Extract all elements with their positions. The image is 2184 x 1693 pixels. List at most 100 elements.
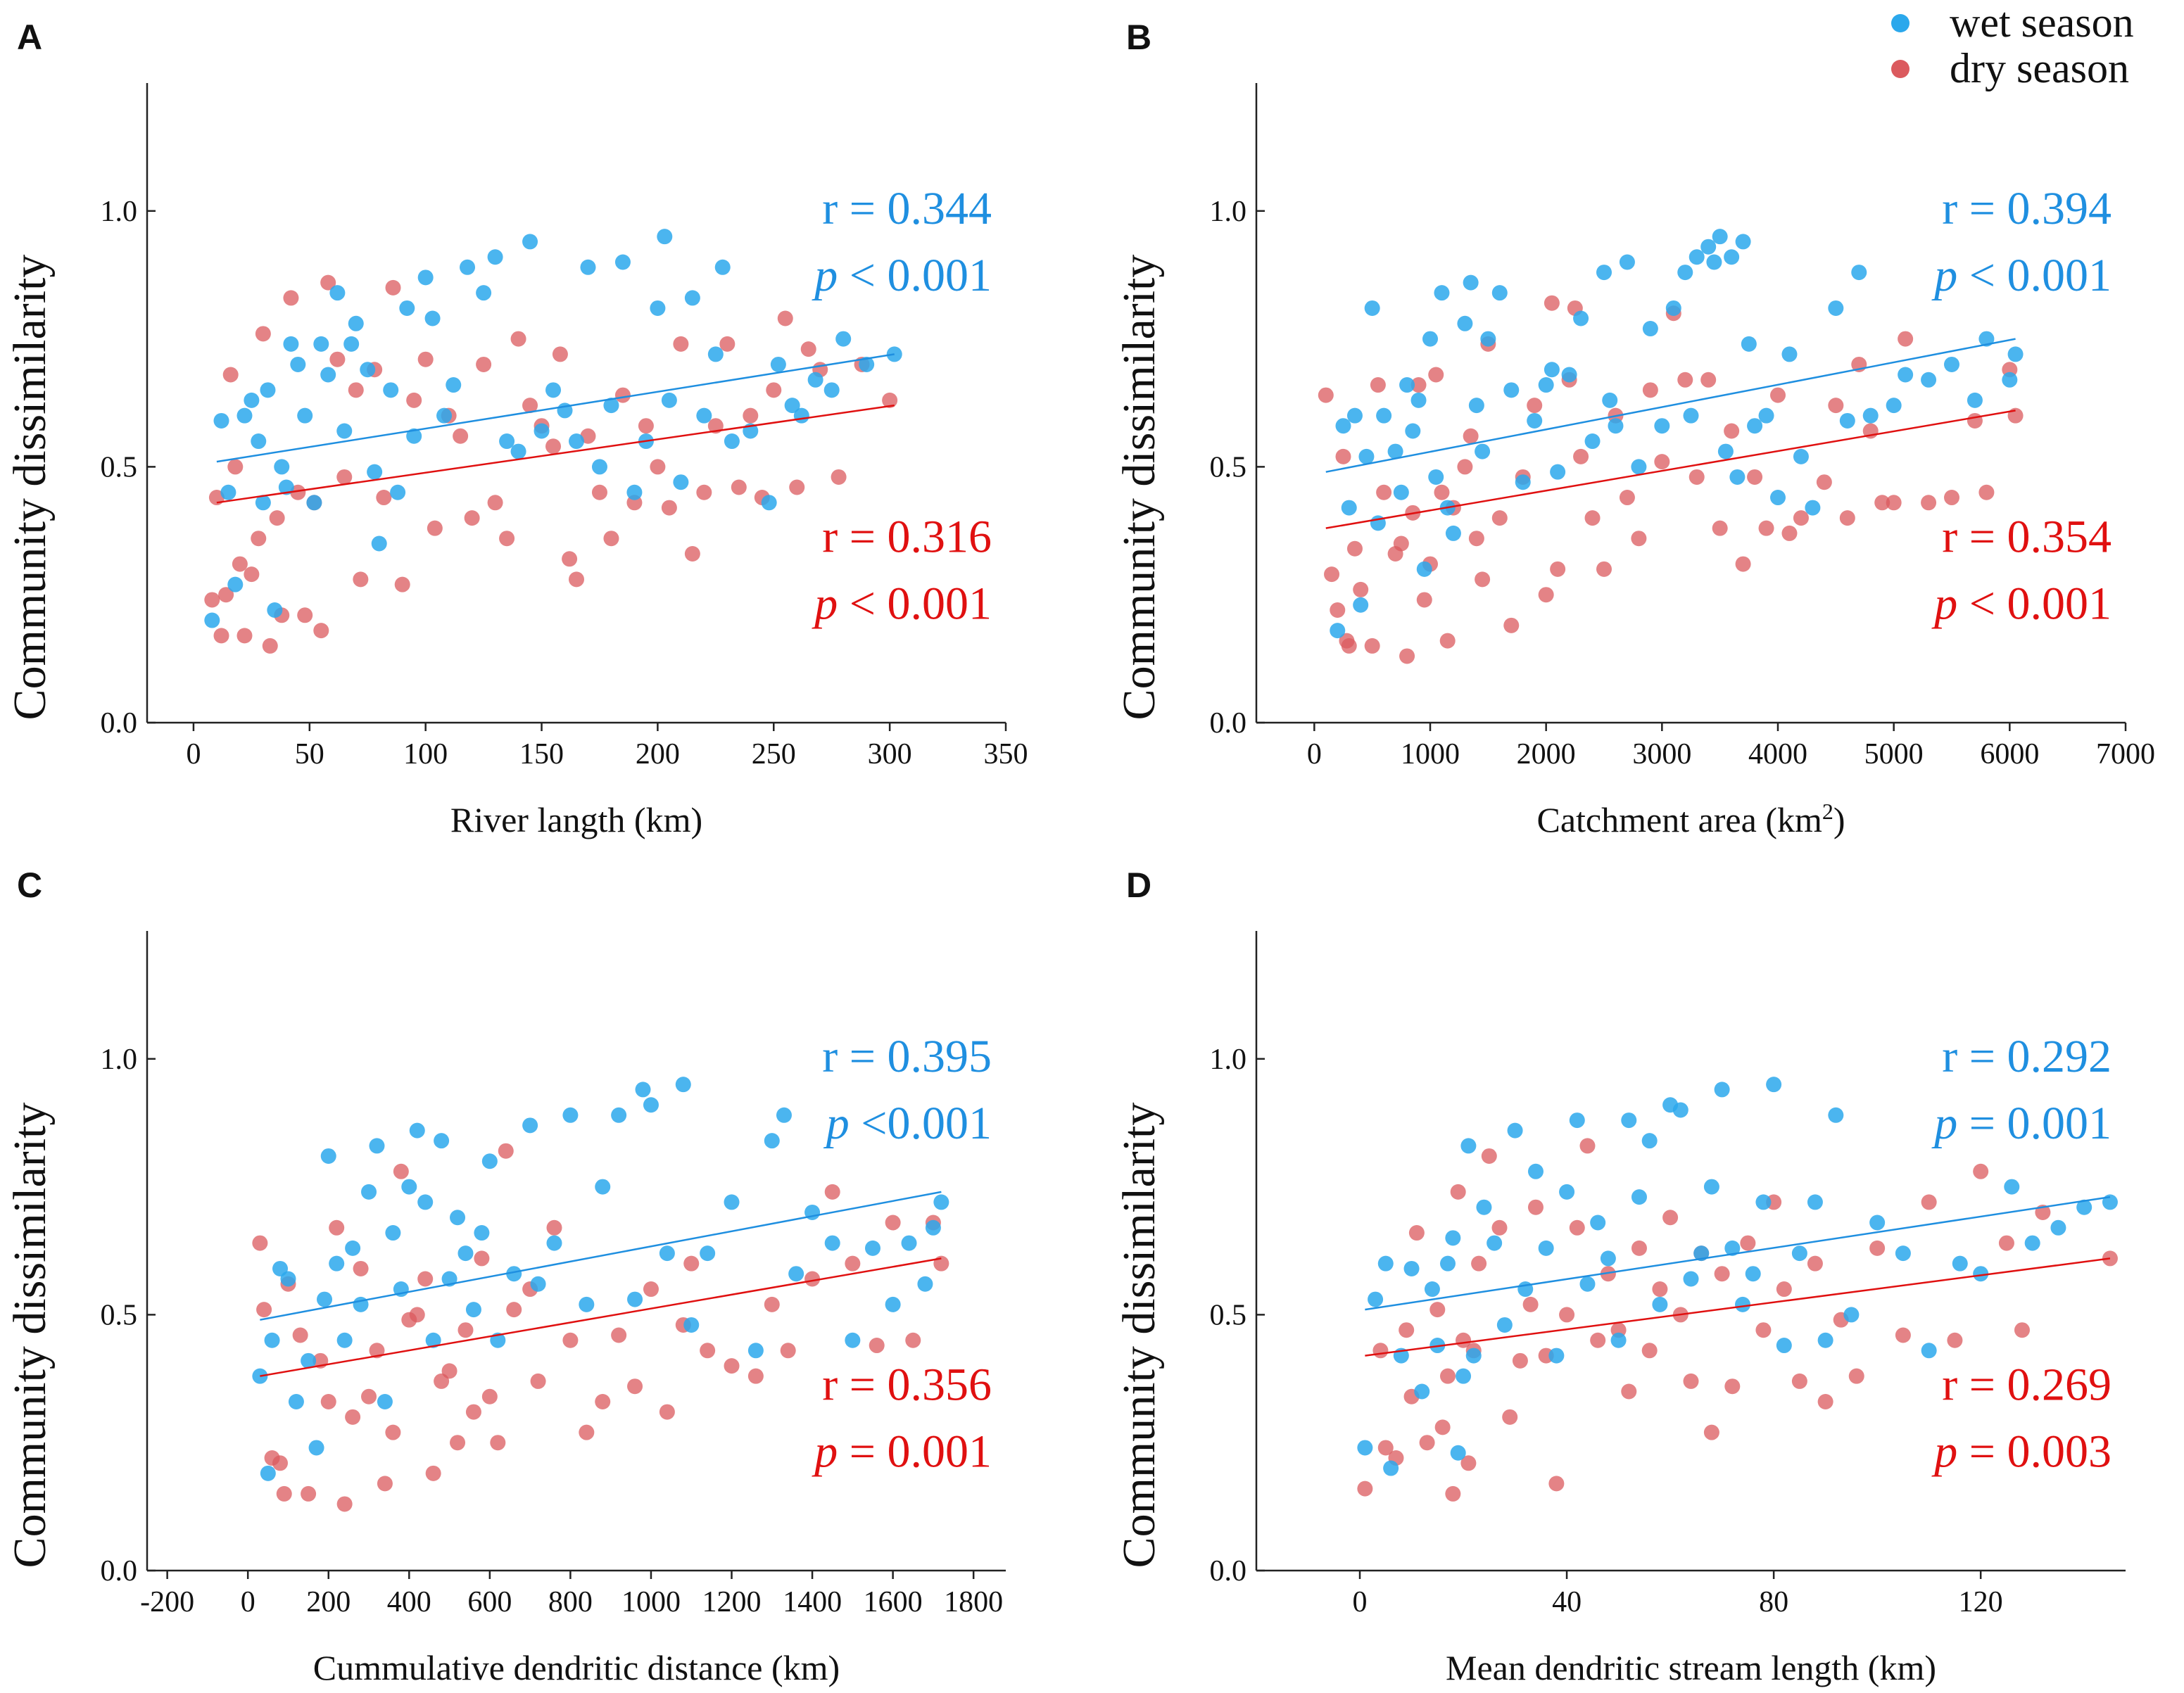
dry-point: [490, 1435, 506, 1451]
wet-point: [297, 407, 313, 424]
wet-point: [784, 398, 800, 414]
dry-point: [1793, 510, 1809, 526]
wet-point: [1973, 1266, 1989, 1282]
wet-point: [650, 300, 666, 316]
dry-point: [409, 1307, 425, 1323]
wet-point: [317, 1291, 333, 1307]
dry-point: [394, 576, 410, 592]
wet-point: [530, 1276, 546, 1292]
wet-point: [2024, 1235, 2040, 1251]
wet-point: [1921, 1343, 1937, 1359]
dry-point: [743, 407, 759, 424]
dry-point: [329, 1219, 345, 1236]
dry-point: [643, 1281, 659, 1298]
x-tick-label: 400: [387, 1586, 431, 1618]
dry-point: [377, 1476, 393, 1492]
dry-point: [1724, 1378, 1741, 1395]
wet-point: [1476, 1199, 1492, 1215]
wet-point: [627, 1291, 643, 1307]
x-tick-label: 600: [467, 1586, 512, 1618]
wet-point: [1652, 1296, 1668, 1312]
wet-point: [1978, 331, 1995, 347]
wet-point: [626, 484, 643, 500]
dry-point: [297, 607, 313, 623]
wet-point: [274, 459, 290, 475]
wet-point: [457, 1245, 474, 1262]
x-tick-label: 100: [403, 738, 448, 771]
dry-point: [546, 1219, 562, 1236]
dry-point: [638, 418, 654, 434]
dry-point: [684, 546, 700, 562]
wet-point: [1895, 1245, 1911, 1262]
wet-point: [424, 310, 441, 326]
dry-point: [1886, 495, 1902, 511]
wet-point: [675, 1077, 691, 1093]
dry-point: [255, 326, 271, 342]
dry-point: [218, 587, 234, 603]
dry-point: [320, 1394, 336, 1410]
dry-point: [336, 469, 353, 485]
wet-point: [1758, 407, 1774, 424]
wet-point: [1596, 265, 1612, 281]
wet-point: [933, 1194, 949, 1210]
wet-point: [1410, 392, 1427, 408]
wet-point: [220, 484, 236, 500]
dry-point: [591, 484, 607, 500]
x-tick-label: 1000: [621, 1586, 681, 1618]
wet-point: [1456, 1368, 1472, 1384]
dry-season-series: [204, 274, 898, 654]
dry-point: [1463, 428, 1479, 444]
wet-point: [290, 356, 306, 372]
wet-point: [696, 407, 712, 424]
wet-point: [417, 270, 434, 286]
wet-point: [1602, 392, 1618, 408]
wet-point: [236, 407, 253, 424]
dry-point: [1559, 1307, 1575, 1323]
wet-point: [2076, 1199, 2093, 1215]
wet-point: [1805, 500, 1821, 516]
wet-point: [859, 356, 875, 372]
y-tick-label: 0.0: [1210, 707, 1247, 740]
dry-p-value: p < 0.001: [812, 578, 992, 629]
dry-point: [361, 1388, 377, 1405]
dry-point: [417, 351, 434, 367]
x-tick-label: 80: [1759, 1586, 1788, 1618]
wet-point: [329, 285, 346, 301]
wet-point: [611, 1107, 627, 1123]
dry-point: [1527, 1199, 1544, 1215]
dry-point: [474, 1250, 490, 1267]
wet-point: [406, 428, 422, 444]
dry-point: [1619, 490, 1635, 506]
wet-point: [1503, 382, 1520, 398]
dry-point: [764, 1296, 780, 1312]
dry-point: [476, 356, 492, 372]
wet-point: [1781, 346, 1798, 362]
wet-point: [1515, 474, 1531, 490]
wet-point: [1468, 398, 1484, 414]
dry-point: [1807, 1255, 1823, 1272]
dry-season-series: [252, 1143, 949, 1512]
wet-point: [476, 285, 492, 301]
wet-point: [1403, 1260, 1420, 1276]
wet-season-series: [252, 1077, 949, 1481]
dry-point: [530, 1373, 546, 1389]
wet-point: [1839, 412, 1855, 429]
wet-point: [371, 535, 387, 552]
wet-point: [1851, 265, 1867, 281]
dry-point: [1471, 1255, 1487, 1272]
dry-point: [1544, 295, 1560, 311]
wet-point: [1486, 1235, 1503, 1251]
dry-point: [824, 1184, 840, 1200]
wet-point: [1353, 597, 1369, 613]
dry-point: [457, 1322, 474, 1338]
wet-point: [1457, 315, 1473, 331]
wet-point: [684, 290, 700, 306]
wet-point: [1475, 443, 1491, 459]
dry-point: [320, 274, 336, 291]
wet-point: [499, 433, 515, 450]
dry-point: [1791, 1373, 1807, 1389]
dry-point: [1700, 372, 1717, 388]
dry-point: [1330, 602, 1346, 619]
dry-point: [1429, 1302, 1446, 1318]
dry-point: [498, 1143, 514, 1159]
